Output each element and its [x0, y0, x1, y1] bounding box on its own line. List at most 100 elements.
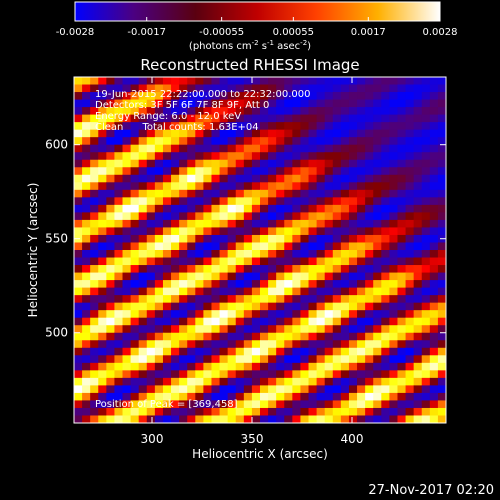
- heatmap-cell: [195, 355, 204, 364]
- heatmap-cell: [397, 400, 407, 409]
- heatmap-cell: [235, 347, 245, 356]
- heatmap-cell: [340, 302, 350, 311]
- heatmap-cell: [98, 400, 107, 409]
- heatmap-cell: [187, 257, 196, 266]
- heatmap-cell: [243, 287, 253, 296]
- heatmap-cell: [389, 287, 399, 296]
- heatmap-cell: [179, 265, 188, 274]
- heatmap-cell: [122, 392, 132, 402]
- heatmap-cell: [381, 310, 390, 319]
- heatmap-cell: [171, 392, 180, 402]
- heatmap-cell: [251, 257, 261, 266]
- heatmap-cell: [243, 99, 253, 108]
- heatmap-cell: [284, 280, 293, 289]
- heatmap-cell: [90, 265, 99, 274]
- heatmap-cell: [114, 317, 124, 326]
- heatmap-cell: [251, 99, 261, 108]
- heatmap-cell: [171, 377, 180, 386]
- heatmap-cell: [227, 272, 237, 281]
- heatmap-cell: [90, 295, 99, 304]
- heatmap-cell: [251, 302, 261, 311]
- heatmap-cell: [284, 129, 293, 138]
- heatmap-cell: [130, 392, 140, 402]
- heatmap-cell: [251, 377, 261, 386]
- heatmap-cell: [122, 370, 132, 379]
- heatmap-cell: [429, 197, 439, 206]
- heatmap-cell: [219, 92, 229, 101]
- heatmap-cell: [187, 212, 196, 221]
- heatmap-cell: [219, 310, 229, 319]
- heatmap-cell: [195, 92, 204, 101]
- heatmap-cell: [300, 407, 310, 417]
- heatmap-cell: [90, 204, 99, 213]
- heatmap-cell: [316, 340, 326, 349]
- heatmap-cell: [421, 212, 431, 221]
- heatmap-cell: [365, 257, 374, 266]
- heatmap-cell: [340, 197, 350, 206]
- heatmap-cell: [130, 400, 140, 409]
- heatmap-cell: [397, 107, 407, 116]
- heatmap-cell: [114, 84, 124, 93]
- heatmap-cell: [373, 219, 382, 229]
- heatmap-cell: [437, 415, 446, 423]
- heatmap-cell: [348, 287, 358, 296]
- heatmap-cell: [154, 107, 164, 116]
- heatmap-cell: [227, 159, 237, 168]
- heatmap-cell: [373, 355, 382, 364]
- heatmap-cell: [268, 392, 277, 402]
- heatmap-cell: [365, 137, 374, 146]
- heatmap-cell: [373, 92, 382, 101]
- heatmap-cell: [405, 355, 415, 364]
- heatmap-cell: [82, 385, 91, 394]
- heatmap-cell: [227, 152, 237, 161]
- heatmap-cell: [114, 415, 124, 423]
- heatmap-cell: [397, 272, 407, 281]
- heatmap-cell: [195, 137, 204, 146]
- heatmap-cell: [437, 392, 446, 402]
- heatmap-cell: [429, 107, 439, 116]
- heatmap-cell: [211, 159, 221, 168]
- heatmap-cell: [276, 144, 285, 153]
- heatmap-cell: [146, 242, 156, 251]
- heatmap-cell: [348, 280, 358, 289]
- heatmap-cell: [203, 250, 213, 259]
- heatmap-cell: [300, 302, 310, 311]
- heatmap-cell: [292, 265, 302, 274]
- annotation-time-range: 19-Jun-2015 22:22:00.000 to 22:32:00.000: [95, 89, 311, 100]
- heatmap-cell: [365, 227, 374, 236]
- heatmap-cell: [389, 204, 399, 213]
- heatmap-cell: [106, 167, 116, 176]
- heatmap-cell: [292, 144, 302, 153]
- heatmap-cell: [146, 385, 156, 394]
- heatmap-cell: [179, 114, 188, 123]
- heatmap-cell: [130, 182, 140, 191]
- heatmap-cell: [98, 407, 107, 417]
- heatmap-cell: [348, 415, 358, 423]
- heatmap-cell: [373, 265, 382, 274]
- heatmap-cell: [284, 332, 293, 341]
- heatmap-cell: [235, 385, 245, 394]
- heatmap-cell: [82, 174, 91, 183]
- heatmap-cell: [227, 377, 237, 386]
- heatmap-cell: [268, 227, 277, 236]
- heatmap-cell: [357, 107, 366, 116]
- heatmap-cell: [437, 204, 446, 213]
- heatmap-cell: [340, 77, 350, 86]
- heatmap-cell: [251, 227, 261, 236]
- heatmap-cell: [90, 129, 99, 138]
- heatmap-cell: [106, 189, 116, 198]
- heatmap-cell: [429, 272, 439, 281]
- heatmap-cell: [211, 204, 221, 213]
- heatmap-cell: [276, 272, 285, 281]
- heatmap-cell: [413, 317, 423, 326]
- heatmap-cell: [195, 280, 204, 289]
- heatmap-cell: [421, 407, 431, 417]
- heatmap-cell: [413, 302, 423, 311]
- heatmap-cell: [74, 77, 83, 86]
- heatmap-cell: [251, 317, 261, 326]
- heatmap-cell: [300, 295, 310, 304]
- heatmap-cell: [243, 167, 253, 176]
- heatmap-cell: [308, 92, 318, 101]
- heatmap-cell: [373, 234, 382, 244]
- heatmap-cell: [171, 137, 180, 146]
